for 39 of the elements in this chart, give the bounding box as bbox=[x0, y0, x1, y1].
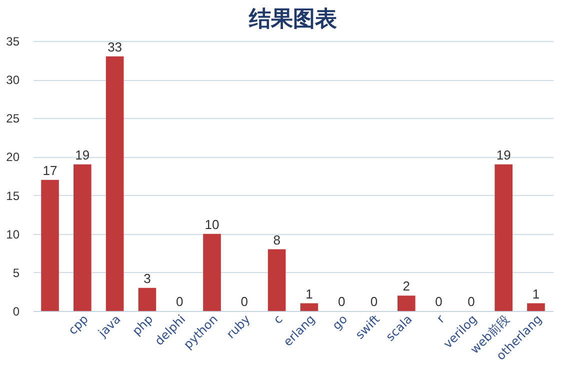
y-tick-label: 35 bbox=[6, 34, 20, 48]
y-tick-label: 25 bbox=[6, 112, 20, 126]
bar bbox=[397, 296, 416, 311]
bar bbox=[494, 164, 512, 311]
bar bbox=[41, 180, 59, 311]
y-tick-label: 10 bbox=[6, 227, 20, 242]
y-tick-label: 5 bbox=[12, 266, 20, 280]
data-label: 0 bbox=[176, 294, 184, 309]
data-label: 19 bbox=[75, 147, 90, 162]
y-tick-label: 0 bbox=[12, 304, 20, 318]
x-tick-label: c bbox=[270, 312, 286, 327]
data-label: 17 bbox=[42, 162, 58, 178]
x-tick-label: r bbox=[434, 312, 448, 326]
x-tick-label: cpp bbox=[66, 312, 91, 338]
data-label: 8 bbox=[273, 232, 280, 248]
data-label: 19 bbox=[496, 147, 511, 162]
data-label: 1 bbox=[306, 286, 313, 302]
data-label: 0 bbox=[338, 294, 346, 309]
data-label: 10 bbox=[204, 216, 220, 232]
data-label: 0 bbox=[435, 294, 442, 309]
bar bbox=[300, 303, 318, 311]
bar bbox=[268, 249, 286, 311]
y-tick-label: 30 bbox=[6, 73, 20, 88]
bar bbox=[106, 56, 124, 311]
bar bbox=[203, 234, 221, 311]
data-label: 1 bbox=[532, 286, 540, 302]
data-label: 33 bbox=[108, 39, 122, 54]
data-label: 0 bbox=[240, 294, 248, 309]
bar bbox=[527, 303, 545, 311]
data-label: 3 bbox=[144, 270, 151, 286]
y-tick-label: 15 bbox=[6, 188, 20, 203]
bar bbox=[138, 288, 156, 311]
bar bbox=[74, 164, 92, 311]
data-label: 2 bbox=[402, 278, 410, 294]
chart-title: 结果图表 bbox=[248, 7, 337, 32]
x-tick-label: go bbox=[330, 312, 350, 333]
data-label: 0 bbox=[468, 294, 475, 309]
data-label: 0 bbox=[370, 294, 378, 309]
y-tick-label: 20 bbox=[6, 150, 20, 164]
